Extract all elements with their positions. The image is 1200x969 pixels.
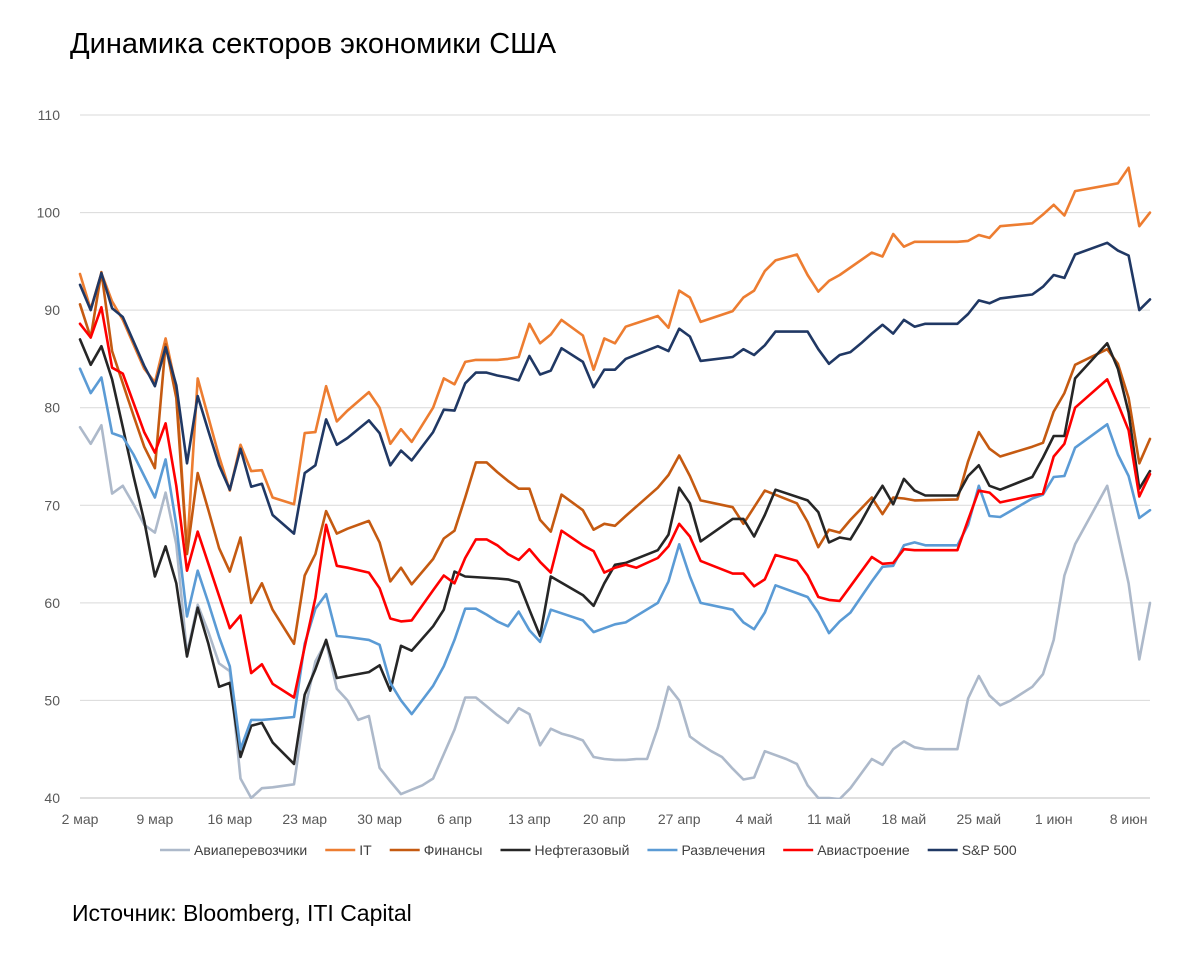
series-line-0	[78, 424, 1152, 799]
y-tick-label: 90	[44, 302, 60, 318]
y-tick-label: 40	[44, 790, 60, 806]
x-tick-label: 27 апр	[658, 811, 701, 827]
x-tick-label: 20 апр	[583, 811, 626, 827]
x-axis: 2 мар 9 мар 16 мар 23 мар 30 мар 6 апр 13 апр 2…	[62, 811, 1148, 827]
x-tick-label: 30 мар	[357, 811, 402, 827]
x-tick-label: 6 апр	[437, 811, 472, 827]
series-line-4	[78, 367, 1152, 751]
legend-item: IT	[325, 842, 372, 858]
x-tick-label: 25 май	[956, 811, 1001, 827]
x-tick-label: 18 май	[882, 811, 927, 827]
y-tick-label: 80	[44, 400, 60, 416]
series-line-2	[78, 270, 1152, 646]
x-tick-label: 1 июн	[1035, 811, 1073, 827]
legend-item: S&P 500	[927, 842, 1017, 858]
legend-item: Нефтегазовый	[500, 842, 629, 858]
legend-label: IT	[359, 842, 372, 858]
legend-label: Нефтегазовый	[534, 842, 629, 858]
series-lines	[78, 166, 1152, 799]
legend-label: Авиастроение	[817, 842, 910, 858]
source-note: Источник: Bloomberg, ITI Capital	[72, 900, 412, 926]
legend: Авиаперевозчики IT Финансы Нефтегазовый Разв…	[160, 842, 1017, 858]
x-tick-label: 2 мар	[62, 811, 99, 827]
legend-label: S&P 500	[962, 842, 1017, 858]
legend-item: Авиаперевозчики	[160, 842, 307, 858]
y-tick-label: 100	[37, 205, 61, 221]
series-line-3	[78, 338, 1152, 766]
series-line-1	[78, 166, 1152, 553]
x-tick-label: 23 мар	[282, 811, 327, 827]
legend-item: Авиастроение	[783, 842, 910, 858]
line-chart: 40 50 60 70 80 90 100 110 2 мар 9 мар 16 мар 23 ма…	[37, 107, 1152, 858]
x-tick-label: 13 апр	[508, 811, 551, 827]
legend-item: Развлечения	[647, 842, 765, 858]
series-line-6	[78, 241, 1152, 535]
y-tick-label: 60	[44, 595, 60, 611]
x-tick-label: 9 мар	[136, 811, 173, 827]
y-tick-label: 50	[44, 692, 60, 708]
x-tick-label: 16 мар	[207, 811, 252, 827]
gridlines	[80, 114, 1150, 799]
x-tick-label: 11 май	[807, 811, 851, 827]
legend-item: Финансы	[389, 842, 483, 858]
series-line-5	[78, 305, 1152, 699]
x-tick-label: 4 май	[736, 811, 773, 827]
y-tick-label: 70	[44, 497, 60, 513]
y-axis: 40 50 60 70 80 90 100 110	[37, 107, 61, 806]
x-tick-label: 8 июн	[1110, 811, 1148, 827]
chart-title: Динамика секторов экономики США	[70, 28, 557, 60]
legend-label: Развлечения	[681, 842, 765, 858]
legend-label: Авиаперевозчики	[194, 842, 307, 858]
legend-label: Финансы	[424, 842, 483, 858]
y-tick-label: 110	[38, 107, 61, 123]
